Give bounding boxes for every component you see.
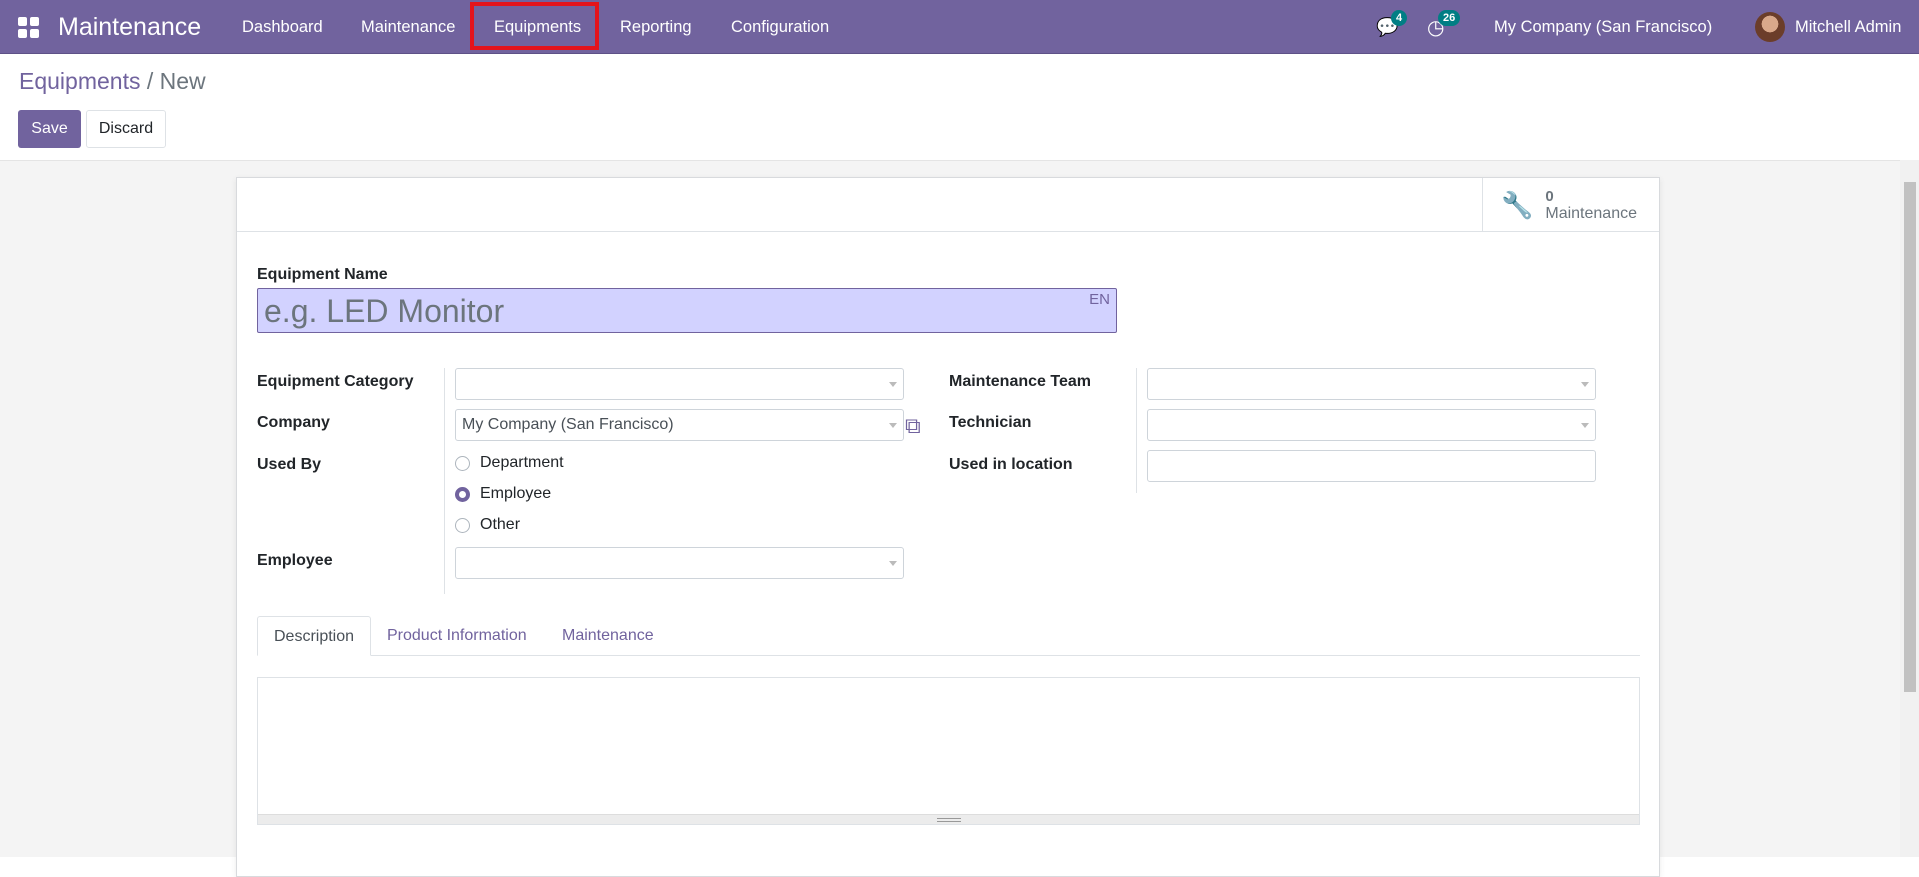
equipment-name-placeholder: e.g. LED Monitor: [264, 293, 505, 329]
used-in-location-label: Used in location: [949, 456, 1073, 473]
menu-reporting[interactable]: Reporting: [620, 17, 692, 36]
description-editor[interactable]: [257, 677, 1640, 825]
radio-department[interactable]: Department: [455, 454, 564, 472]
breadcrumb-current: New: [159, 68, 206, 94]
button-box: 🔧 0 Maintenance: [237, 178, 1659, 232]
breadcrumb-separator: /: [146, 68, 154, 94]
external-link-icon[interactable]: ⧉: [905, 413, 921, 438]
maintenance-count: 0: [1545, 187, 1554, 205]
separator: [444, 368, 445, 594]
equipment-category-select[interactable]: [455, 368, 904, 400]
highlight-box: [470, 2, 599, 50]
radio-label: Department: [480, 454, 564, 471]
resize-handle[interactable]: [258, 814, 1639, 824]
form-sheet: 🔧 0 Maintenance Equipment Name e.g. LED M…: [236, 177, 1660, 877]
chevron-down-icon: [1581, 423, 1589, 428]
discard-button[interactable]: Discard: [86, 110, 166, 148]
tab-maintenance[interactable]: Maintenance: [562, 627, 654, 644]
maintenance-stat-label: Maintenance: [1545, 204, 1637, 222]
menu-configuration[interactable]: Configuration: [731, 17, 830, 36]
avatar[interactable]: [1755, 0, 1785, 54]
tab-product-information[interactable]: Product Information: [387, 627, 527, 644]
messages-icon[interactable]: 💬: [1376, 16, 1399, 37]
chevron-down-icon: [889, 382, 897, 387]
user-menu[interactable]: Mitchell Admin: [1795, 17, 1902, 36]
chevron-down-icon: [889, 561, 897, 566]
breadcrumb: Equipments / New: [19, 68, 206, 95]
radio-other[interactable]: Other: [455, 516, 520, 534]
chevron-down-icon: [889, 423, 897, 428]
equipment-name-label: Equipment Name: [257, 266, 388, 283]
activities-badge: 26: [1438, 10, 1461, 26]
maintenance-team-label: Maintenance Team: [949, 373, 1091, 390]
messages-badge: 4: [1391, 10, 1408, 26]
used-in-location-input[interactable]: [1147, 450, 1596, 482]
activities-clock-icon[interactable]: ◷: [1427, 16, 1445, 39]
maintenance-stat-button[interactable]: 🔧 0 Maintenance: [1482, 178, 1659, 232]
chevron-down-icon: [1581, 382, 1589, 387]
tab-description[interactable]: Description: [257, 616, 371, 656]
scrollbar[interactable]: [1900, 160, 1919, 857]
menu-dashboard[interactable]: Dashboard: [242, 17, 323, 36]
technician-select[interactable]: [1147, 409, 1596, 441]
menu-equipments[interactable]: Equipments: [494, 17, 582, 36]
maintenance-team-select[interactable]: [1147, 368, 1596, 400]
company-switcher[interactable]: My Company (San Francisco): [1494, 17, 1713, 36]
language-button[interactable]: EN: [1089, 291, 1110, 308]
employee-select[interactable]: [455, 547, 904, 579]
apps-menu-icon[interactable]: [18, 0, 39, 54]
menu-maintenance[interactable]: Maintenance: [361, 17, 456, 36]
company-label: Company: [257, 414, 330, 431]
company-value: My Company (San Francisco): [462, 416, 674, 433]
technician-label: Technician: [949, 414, 1032, 431]
equipment-name-input[interactable]: e.g. LED Monitor EN: [257, 288, 1117, 333]
used-by-label: Used By: [257, 456, 322, 473]
company-select[interactable]: My Company (San Francisco): [455, 409, 904, 441]
radio-label: Other: [480, 516, 521, 533]
employee-label: Employee: [257, 552, 333, 569]
equipment-category-label: Equipment Category: [257, 373, 414, 390]
app-name[interactable]: Maintenance: [58, 12, 202, 41]
separator: [1136, 368, 1137, 493]
radio-label: Employee: [480, 485, 552, 502]
breadcrumb-equipments[interactable]: Equipments: [19, 68, 141, 94]
radio-employee[interactable]: Employee: [455, 485, 551, 503]
save-button[interactable]: Save: [18, 110, 81, 148]
wrench-icon: 🔧: [1501, 189, 1534, 220]
notebook-tabs: Description Product Information Maintena…: [257, 616, 1640, 656]
top-navbar: Maintenance Dashboard Maintenance Equipm…: [0, 0, 1919, 54]
